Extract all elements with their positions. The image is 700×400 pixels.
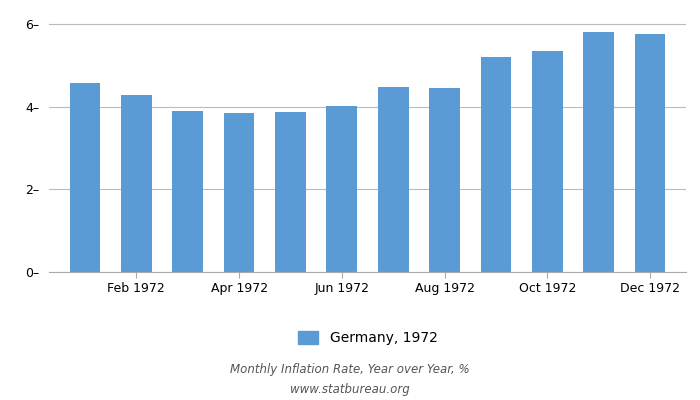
Bar [326, 106, 357, 272]
Legend: Germany, 1972: Germany, 1972 [292, 326, 443, 351]
Bar [532, 51, 563, 272]
Bar [275, 112, 306, 272]
Bar [429, 88, 460, 272]
Bar [583, 32, 614, 272]
Text: Monthly Inflation Rate, Year over Year, %: Monthly Inflation Rate, Year over Year, … [230, 364, 470, 376]
Bar [172, 111, 203, 272]
Bar [480, 57, 511, 272]
Bar [224, 113, 255, 272]
Text: www.statbureau.org: www.statbureau.org [290, 384, 410, 396]
Bar [635, 34, 666, 272]
Bar [378, 87, 409, 272]
Bar [69, 83, 100, 272]
Bar [121, 94, 152, 272]
